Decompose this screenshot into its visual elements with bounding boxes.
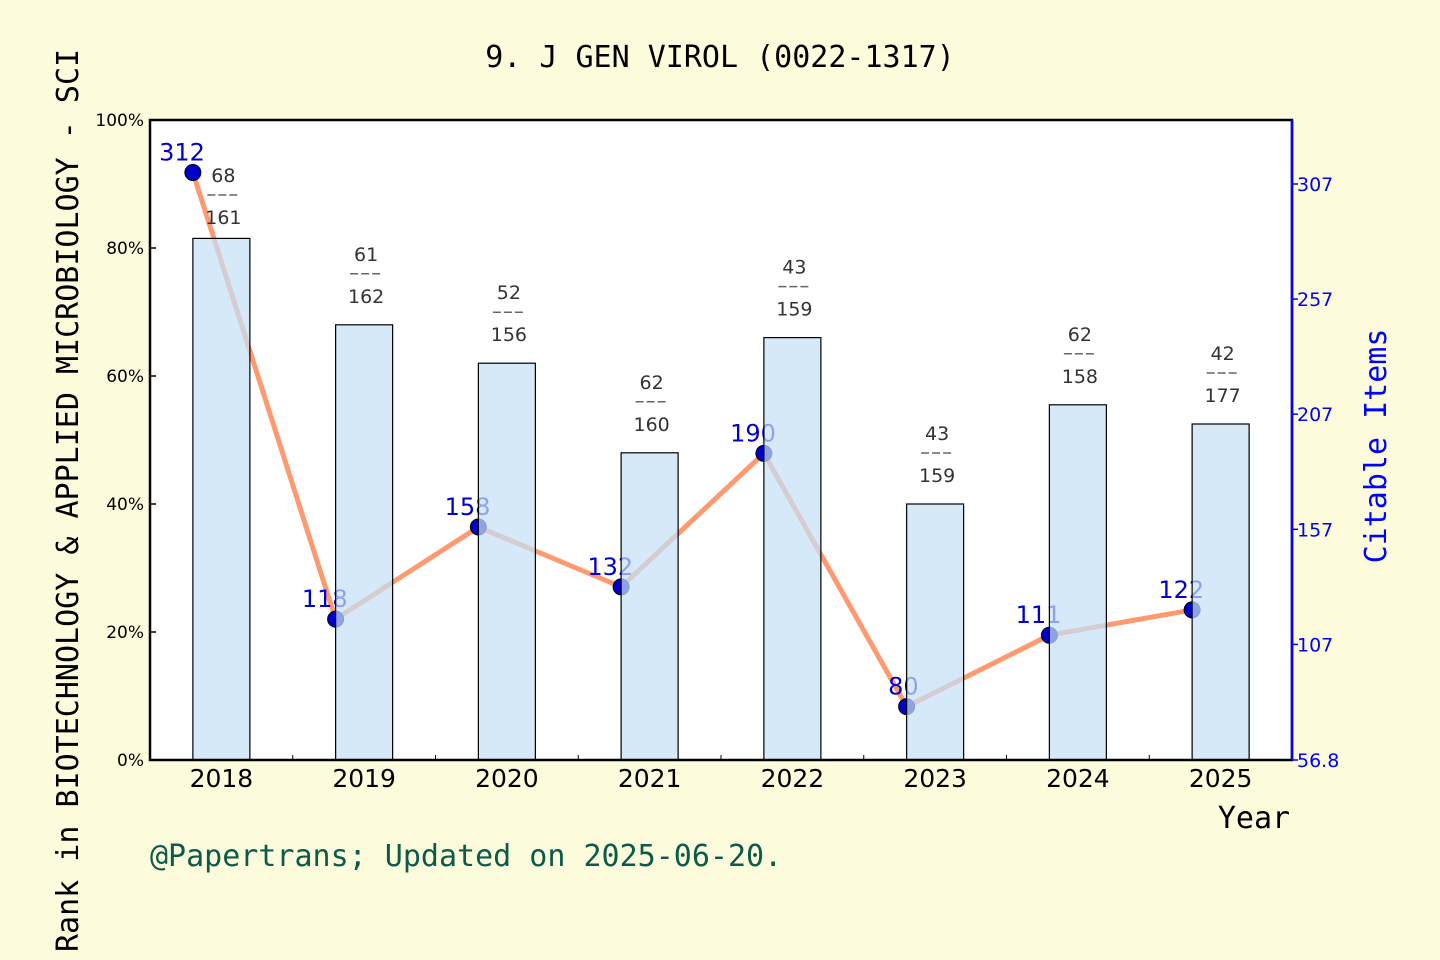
rank-label: 62 [640, 372, 664, 394]
left-tick-label: 20% [106, 623, 144, 643]
right-tick-label: 307 [1297, 174, 1333, 196]
rank-label: 61 [354, 244, 378, 266]
x-tick-label: 2021 [618, 764, 682, 793]
total-label: 159 [919, 465, 955, 487]
rank-bar [335, 324, 394, 761]
right-tick-label: 257 [1297, 289, 1333, 311]
right-tick-label: 107 [1297, 634, 1333, 656]
rank-bar [477, 362, 536, 761]
rank-bar [906, 503, 965, 761]
x-tick-label: 2018 [190, 764, 254, 793]
rank-label: 68 [211, 165, 235, 187]
y-axis-left-label: Rank in BIOTECHNOLOGY & APPLIED MICROBIO… [51, 49, 86, 952]
right-tick-label: 157 [1297, 519, 1333, 541]
x-tick-label: 2023 [903, 764, 967, 793]
x-tick-label: 2022 [761, 764, 825, 793]
chart-title: 9. J GEN VIROL (0022-1317) [485, 40, 955, 75]
right-tick-label: 56.8 [1297, 750, 1339, 772]
total-label: 156 [491, 324, 527, 346]
x-tick-label: 2019 [332, 764, 396, 793]
rank-bar [1048, 404, 1107, 761]
rank-bar [192, 237, 251, 761]
rank-label: 52 [497, 282, 521, 304]
total-label: 159 [776, 299, 812, 321]
left-tick-label: 100% [95, 111, 144, 131]
rank-label: 42 [1211, 343, 1235, 365]
x-tick-label: 2020 [475, 764, 539, 793]
rank-bar [1191, 423, 1250, 761]
citable-items-point [184, 163, 202, 181]
total-label: 161 [205, 207, 241, 229]
total-label: 158 [1062, 366, 1098, 388]
plot-area [150, 120, 1292, 760]
right-tick-label: 207 [1297, 404, 1333, 426]
rank-label: 62 [1068, 324, 1092, 346]
left-tick-label: 80% [106, 239, 144, 259]
left-tick-label: 60% [106, 367, 144, 387]
y-axis-right-label: Citable Items [1359, 329, 1394, 564]
rank-bar [620, 452, 679, 761]
total-label: 160 [633, 414, 669, 436]
total-label: 177 [1204, 385, 1240, 407]
rank-label: 43 [925, 423, 949, 445]
left-tick-label: 0% [117, 751, 144, 771]
x-tick-label: 2025 [1189, 764, 1253, 793]
x-tick-label: 2024 [1046, 764, 1110, 793]
footer-credit: @Papertrans; Updated on 2025-06-20. [150, 839, 782, 874]
citable-items-label: 312 [159, 138, 205, 166]
x-axis-label: Year [1218, 801, 1290, 836]
rank-label: 43 [782, 257, 806, 279]
total-label: 162 [348, 286, 384, 308]
rank-bar [763, 337, 822, 761]
left-tick-label: 40% [106, 495, 144, 515]
